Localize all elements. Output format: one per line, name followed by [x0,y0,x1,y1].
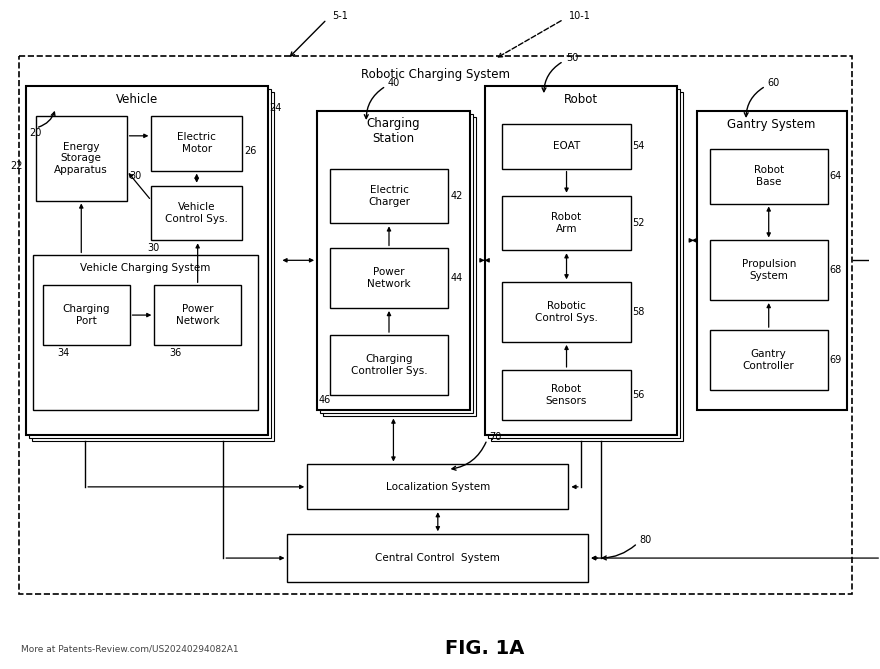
Text: Energy
Storage
Apparatus: Energy Storage Apparatus [55,142,108,175]
Text: Electric
Charger: Electric Charger [368,185,410,207]
Text: Electric
Motor: Electric Motor [177,132,216,154]
Bar [709,149,828,203]
Text: 52: 52 [633,218,645,228]
Text: Robot
Base: Robot Base [753,165,784,187]
Bar [709,330,828,390]
Bar [330,335,448,395]
Text: 58: 58 [633,307,645,317]
Bar [151,185,242,240]
Text: Robot
Sensors: Robot Sensors [546,384,587,405]
Bar [317,111,470,409]
Bar [151,116,242,171]
Text: 69: 69 [830,355,842,365]
Bar [485,86,677,435]
Text: Power
Network: Power Network [176,304,219,326]
Text: Gantry System: Gantry System [728,118,816,131]
Bar [502,282,631,342]
Text: 22: 22 [11,161,23,171]
Text: Gantry
Controller: Gantry Controller [743,349,795,371]
Bar [43,285,129,345]
Text: 30: 30 [129,171,142,181]
Text: 64: 64 [830,171,842,181]
Text: 24: 24 [269,103,282,113]
Text: EOAT: EOAT [553,141,580,151]
Text: 26: 26 [244,147,256,157]
Bar [488,89,680,438]
Bar [288,534,588,582]
Text: 42: 42 [451,191,463,201]
Text: Charging
Station: Charging Station [367,117,421,145]
Bar [330,248,448,308]
Text: 20: 20 [29,128,41,138]
Bar [26,86,268,435]
Bar [709,240,828,300]
Text: Charging
Port: Charging Port [62,304,110,326]
Bar [697,111,847,409]
Text: Vehicle
Control Sys.: Vehicle Control Sys. [165,202,228,224]
Text: 68: 68 [830,266,842,275]
Text: Robot: Robot [564,94,598,106]
Text: Vehicle Charging System: Vehicle Charging System [80,264,210,273]
Bar [502,370,631,419]
Bar [330,169,448,223]
Text: FIG. 1A: FIG. 1A [445,639,524,658]
Bar [490,92,683,441]
Text: 36: 36 [169,348,181,358]
Bar [36,116,127,201]
Bar [502,124,631,169]
Text: Robotic Charging System: Robotic Charging System [361,68,510,80]
Text: Robot
Arm: Robot Arm [552,212,582,233]
Text: 70: 70 [489,432,502,442]
Bar [19,56,852,594]
Bar [307,464,568,509]
Bar [29,89,271,438]
Bar [323,117,476,415]
Text: 56: 56 [633,390,645,400]
Bar [154,285,241,345]
Text: 40: 40 [388,78,400,88]
Text: 46: 46 [319,395,331,405]
Text: 60: 60 [767,78,780,88]
Text: 34: 34 [57,348,70,358]
Text: 80: 80 [640,535,652,545]
Text: Central Control  System: Central Control System [376,553,500,563]
Text: Vehicle: Vehicle [116,94,158,106]
Bar [320,114,473,413]
Bar [502,195,631,250]
Text: Localization System: Localization System [385,482,490,492]
Text: 50: 50 [567,53,579,63]
Text: More at Patents-Review.com/US20240294082A1: More at Patents-Review.com/US20240294082… [21,644,238,653]
Text: Power
Network: Power Network [367,268,411,289]
Text: Robotic
Control Sys.: Robotic Control Sys. [535,301,598,323]
Text: 10-1: 10-1 [568,11,590,21]
Text: Propulsion
System: Propulsion System [742,260,796,281]
Text: 44: 44 [451,273,462,283]
Bar [33,256,258,409]
Text: 30: 30 [147,244,159,254]
Text: Charging
Controller Sys.: Charging Controller Sys. [351,354,428,376]
Text: 54: 54 [633,141,645,151]
Text: 5-1: 5-1 [332,11,348,21]
Bar [32,92,274,441]
